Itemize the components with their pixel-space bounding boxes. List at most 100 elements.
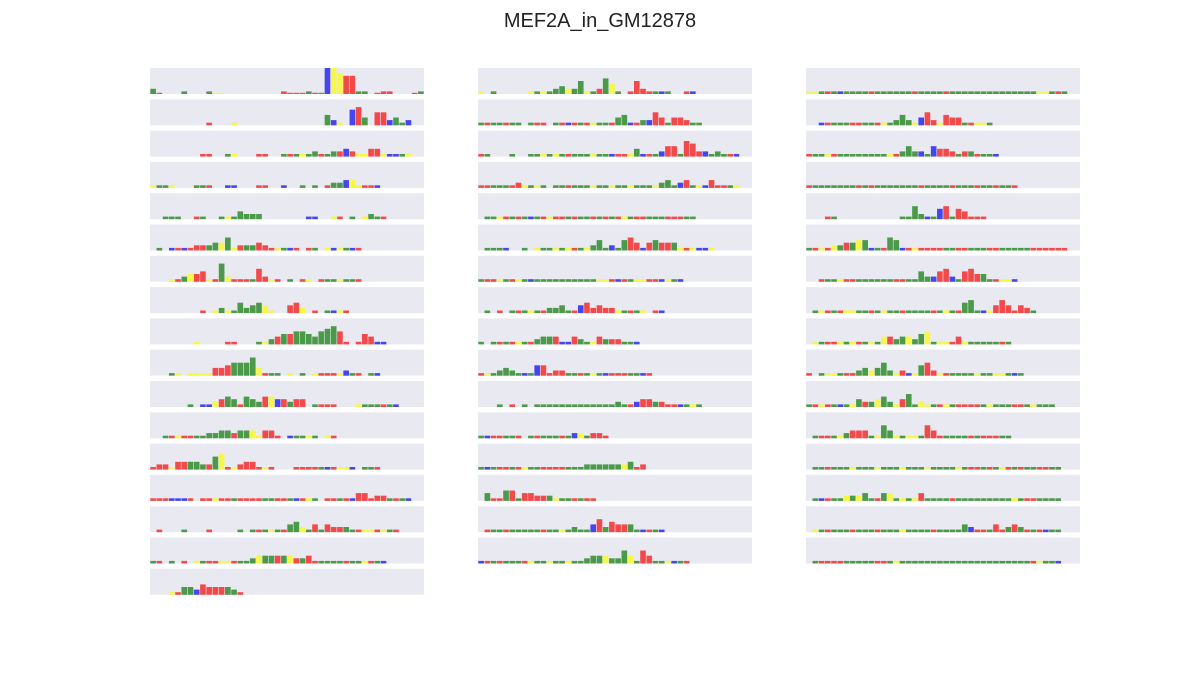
track-panel (478, 255, 752, 282)
bar-C (918, 117, 925, 126)
bar-G (559, 529, 565, 533)
bar-T (337, 527, 343, 533)
bar-A (515, 560, 522, 564)
bar-C (702, 151, 709, 157)
bar-A (615, 401, 621, 407)
bar-T (968, 404, 974, 407)
bar-T (824, 216, 831, 220)
bar-G (912, 373, 918, 376)
bar-C (577, 305, 584, 314)
bar-A (596, 240, 603, 251)
bar-T (212, 279, 219, 282)
bar-T (602, 216, 609, 220)
bar-A (521, 404, 528, 407)
bar-A (980, 91, 987, 94)
bar-A (943, 435, 949, 439)
bar-G (256, 367, 262, 376)
bar-T (374, 112, 381, 126)
track-panel (478, 99, 752, 126)
bar-A (225, 154, 231, 157)
bar-A (955, 529, 962, 533)
bar-A (924, 91, 931, 94)
bar-A (584, 558, 590, 564)
bar-A (187, 587, 194, 595)
bar-G (1030, 404, 1037, 407)
bar-T (411, 92, 418, 94)
bar-A (912, 339, 918, 345)
bar-G (206, 279, 212, 282)
bar-T (627, 237, 634, 251)
bar-T (330, 527, 337, 533)
bar-T (330, 498, 337, 501)
bar-A (862, 154, 868, 157)
bar-T (961, 271, 968, 282)
bar-A (1049, 529, 1055, 533)
bar-T (968, 467, 974, 470)
bar-A (577, 81, 584, 94)
bar-T (874, 498, 881, 501)
bar-C (484, 467, 491, 470)
bar-A (615, 464, 621, 470)
bar-A (930, 560, 937, 564)
bar-G (849, 341, 856, 345)
bar-G (887, 154, 893, 157)
bar-A (318, 92, 325, 94)
bar-C (640, 529, 646, 533)
bar-T (609, 122, 615, 126)
bar-A (862, 560, 868, 564)
bar-A (899, 435, 906, 439)
bar-T (503, 529, 509, 533)
bar-C (868, 247, 875, 251)
bar-T (559, 370, 565, 376)
bar-T (812, 247, 819, 251)
bar-T (231, 341, 237, 345)
bar-T (986, 435, 993, 439)
bar-G (312, 373, 318, 376)
bar-G (943, 404, 949, 407)
bar-A (633, 148, 640, 157)
bar-G (256, 555, 262, 564)
bar-A (683, 216, 690, 220)
bar-A (287, 524, 293, 533)
bar-G (1042, 91, 1049, 94)
bar-A (237, 529, 244, 533)
bar-G (590, 341, 597, 345)
bar-A (887, 529, 893, 533)
bar-A (849, 560, 856, 564)
bar-T (355, 529, 362, 533)
bar-A (993, 404, 999, 407)
track-panel (150, 506, 424, 533)
bar-A (237, 302, 244, 314)
bar-A (368, 214, 374, 220)
bar-T (324, 373, 331, 376)
bar-A (571, 279, 578, 282)
bar-C (225, 185, 231, 188)
bar-A (490, 560, 497, 564)
bar-C (168, 247, 175, 251)
bar-T (565, 154, 572, 157)
bar-A (528, 435, 534, 439)
bar-T (627, 404, 634, 407)
bar-G (887, 493, 893, 501)
bar-A (868, 498, 875, 501)
bar-T (621, 524, 628, 533)
bar-A (999, 404, 1005, 407)
bar-T (509, 341, 516, 345)
bar-G (974, 122, 981, 126)
bar-A (577, 122, 584, 126)
bar-A (181, 91, 188, 94)
bar-T (200, 310, 206, 314)
bar-T (596, 305, 603, 314)
bar-A (905, 120, 912, 126)
bar-G (337, 467, 343, 470)
bar-T (646, 154, 653, 157)
bar-C (274, 399, 281, 407)
bar-G (324, 435, 331, 439)
bar-T (837, 310, 844, 314)
bar-G (874, 467, 881, 470)
bar-G (212, 92, 219, 94)
bar-C (658, 529, 665, 533)
bar-T (899, 399, 906, 407)
bar-T (824, 122, 831, 126)
bar-A (633, 310, 640, 314)
